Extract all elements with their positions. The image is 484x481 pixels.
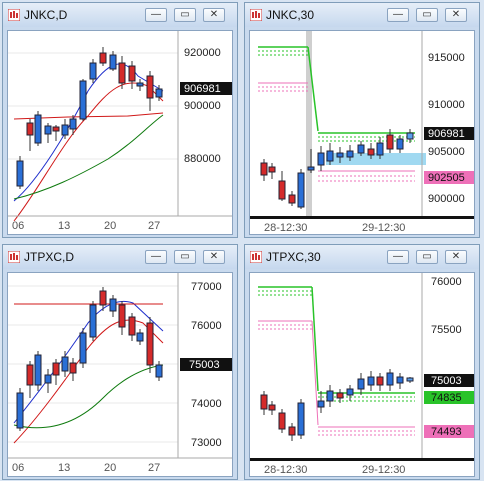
date-label: 27 [148, 462, 160, 474]
chart-app-icon [250, 251, 262, 263]
chart-app-icon [8, 9, 20, 21]
chart-plot-area[interactable]: 77000 76000 74000 73000 75003 06 13 20 2… [7, 272, 233, 477]
chart-window-jtpxc-daily[interactable]: JTPXC,D — ▭ ✕ [2, 244, 238, 480]
chart-plot-area[interactable]: 915000 910000 905000 900000 906981 90250… [249, 30, 475, 235]
axis-label: 900000 [428, 193, 465, 205]
close-button[interactable]: ✕ [445, 8, 467, 22]
chart-plot-area[interactable]: 76000 75500 75003 74835 74493 28-12:30 2… [249, 272, 475, 477]
close-button[interactable]: ✕ [203, 8, 225, 22]
candles [260, 129, 414, 209]
date-label: 29-12:30 [362, 222, 405, 234]
level-price-tag-green: 74835 [431, 392, 462, 404]
minimize-button[interactable]: — [145, 8, 167, 22]
chart-window-jtpxc-30min[interactable]: JTPXC,30 — ▭ ✕ [244, 244, 480, 480]
last-price-tag: 75003 [189, 359, 220, 371]
axis-label: 73000 [191, 437, 222, 449]
axis-label: 74000 [191, 398, 222, 410]
date-label: 28-12:30 [264, 222, 307, 234]
date-label: 20 [104, 462, 116, 474]
maximize-button[interactable]: ▭ [416, 8, 438, 22]
close-button[interactable]: ✕ [203, 250, 225, 264]
date-label: 06 [12, 220, 24, 232]
axis-label: 900000 [184, 100, 221, 112]
axis-label: 920000 [184, 47, 221, 59]
chart-window-jnkc-daily[interactable]: JNKC,D — ▭ ✕ [2, 2, 238, 238]
window-title: JTPXC,D [24, 250, 75, 264]
date-label: 27 [148, 220, 160, 232]
axis-label: 880000 [184, 153, 221, 165]
chart-app-icon [8, 251, 20, 263]
chart-app-icon [250, 9, 262, 21]
title-bar[interactable]: JNKC,30 — ▭ ✕ [245, 3, 479, 27]
candles [16, 287, 163, 431]
window-title: JTPXC,30 [266, 250, 321, 264]
last-price-tag: 906981 [428, 128, 465, 140]
axis-label: 76000 [191, 320, 222, 332]
chart-plot-area[interactable]: 920000 900000 880000 906981 06 13 20 27 [7, 30, 233, 235]
minimize-button[interactable]: — [145, 250, 167, 264]
date-label: 28-12:30 [264, 464, 307, 476]
axis-label: 910000 [428, 99, 465, 111]
window-title: JNKC,D [24, 8, 68, 22]
minimize-button[interactable]: — [387, 8, 409, 22]
maximize-button[interactable]: ▭ [174, 8, 196, 22]
candles [260, 369, 414, 441]
title-bar[interactable]: JTPXC,D — ▭ ✕ [3, 245, 237, 269]
maximize-button[interactable]: ▭ [174, 250, 196, 264]
last-price-tag: 906981 [184, 83, 221, 95]
level-price-tag: 902505 [428, 172, 465, 184]
axis-label: 77000 [191, 281, 222, 293]
title-bar[interactable]: JTPXC,30 — ▭ ✕ [245, 245, 479, 269]
axis-label: 75500 [431, 324, 462, 336]
date-label: 20 [104, 220, 116, 232]
date-label: 29-12:30 [362, 464, 405, 476]
axis-label: 905000 [428, 146, 465, 158]
last-price-tag: 75003 [431, 375, 462, 387]
chart-window-jnkc-30min[interactable]: JNKC,30 — ▭ ✕ [244, 2, 480, 238]
date-label: 06 [12, 462, 24, 474]
close-button[interactable]: ✕ [445, 250, 467, 264]
window-title: JNKC,30 [266, 8, 315, 22]
date-label: 13 [58, 462, 70, 474]
axis-label: 915000 [428, 52, 465, 64]
candles [16, 47, 163, 189]
axis-label: 76000 [431, 276, 462, 288]
date-label: 13 [58, 220, 70, 232]
level-price-tag-pink: 74493 [431, 426, 462, 438]
minimize-button[interactable]: — [387, 250, 409, 264]
title-bar[interactable]: JNKC,D — ▭ ✕ [3, 3, 237, 27]
maximize-button[interactable]: ▭ [416, 250, 438, 264]
